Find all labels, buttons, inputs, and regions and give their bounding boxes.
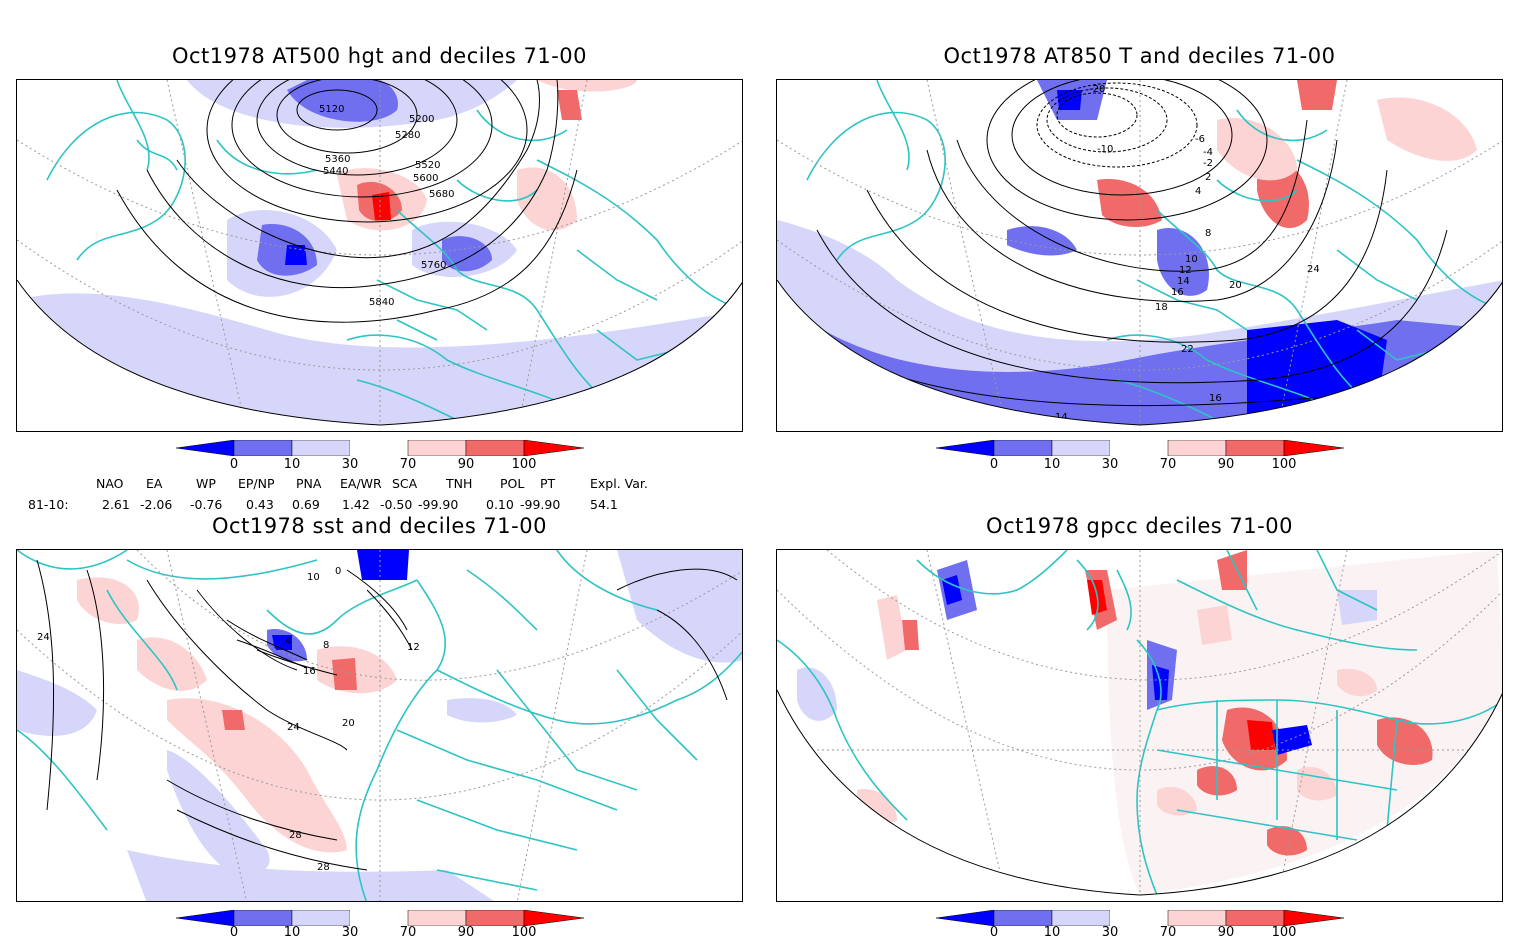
colorbar-tick: 70 bbox=[1159, 925, 1177, 940]
contour-label: 24 bbox=[37, 632, 50, 643]
contour-label: 5360 bbox=[325, 154, 350, 165]
contour-label: -2 bbox=[1203, 158, 1213, 169]
contour-label: 12 bbox=[1179, 265, 1192, 276]
contour-label: 20 bbox=[1229, 280, 1242, 291]
index-header: WP bbox=[196, 476, 216, 491]
contour-label: 0 bbox=[335, 566, 341, 577]
contour-label: 14 bbox=[1177, 276, 1190, 287]
contour-label: -4 bbox=[1203, 147, 1213, 158]
contour-label: 24 bbox=[1307, 264, 1320, 275]
colorbar-tick: 30 bbox=[1101, 457, 1119, 472]
contour-label: 20 bbox=[342, 718, 355, 729]
map-gpcc bbox=[776, 549, 1503, 902]
panel-title-hgt: Oct1978 AT500 hgt and deciles 71-00 bbox=[171, 44, 587, 68]
contour-label: 5520 bbox=[415, 160, 440, 171]
contour-label: 4 bbox=[285, 636, 291, 647]
index-header: POL bbox=[500, 476, 525, 491]
colorbar-top-left: 0 10 30 70 90 100 bbox=[176, 440, 586, 480]
colorbar-tick: 70 bbox=[399, 925, 417, 940]
colorbar-tick: 90 bbox=[457, 457, 475, 472]
index-value: 54.1 bbox=[590, 497, 618, 512]
index-header: EA bbox=[146, 476, 163, 491]
colorbar-tick: 0 bbox=[989, 457, 999, 472]
colorbar-tick: 100 bbox=[1271, 457, 1297, 472]
contour-label: 22 bbox=[1181, 344, 1194, 355]
colorbar-tick: 10 bbox=[283, 925, 301, 940]
contour-label: 5120 bbox=[319, 104, 344, 115]
colorbar-tick: 10 bbox=[1043, 457, 1061, 472]
contour-label: 5200 bbox=[409, 114, 434, 125]
index-value: -0.50 bbox=[380, 497, 413, 512]
contour-label: 5680 bbox=[429, 189, 454, 200]
contour-label: 2 bbox=[1205, 172, 1211, 183]
index-value: 0.69 bbox=[292, 497, 320, 512]
contour-label: 8 bbox=[1205, 228, 1211, 239]
index-header: SCA bbox=[392, 476, 418, 491]
index-value: -99.90 bbox=[520, 497, 561, 512]
map-t850: -20 -10 -6 -4 -2 2 4 8 10 12 14 16 18 20… bbox=[776, 79, 1503, 432]
index-header: NAO bbox=[96, 476, 124, 491]
contour-label: 5280 bbox=[395, 130, 420, 141]
colorbar-tick: 90 bbox=[457, 925, 475, 940]
index-value: -2.06 bbox=[140, 497, 173, 512]
contour-label: 18 bbox=[1155, 302, 1168, 313]
colorbar-tick: 70 bbox=[399, 457, 417, 472]
contour-label: 8 bbox=[323, 640, 329, 651]
colorbar-tick: 30 bbox=[341, 925, 359, 940]
contour-label: 16 bbox=[303, 666, 316, 677]
contour-label: -20 bbox=[1089, 84, 1105, 95]
colorbar-tick: 70 bbox=[1159, 457, 1177, 472]
colorbar-tick: 10 bbox=[283, 457, 301, 472]
colorbar-top-right: 0 10 30 70 90 100 bbox=[936, 440, 1346, 480]
index-value: -0.76 bbox=[190, 497, 223, 512]
index-header: PNA bbox=[296, 476, 322, 491]
teleconnection-index-table: NAO EA WP EP/NP PNA EA/WR SCA TNH POL PT… bbox=[0, 472, 740, 516]
colorbar-tick: 90 bbox=[1217, 925, 1235, 940]
index-value: 2.61 bbox=[102, 497, 130, 512]
contour-label: 10 bbox=[307, 572, 320, 583]
contour-label: 4 bbox=[1195, 186, 1201, 197]
colorbar-tick: 90 bbox=[1217, 457, 1235, 472]
colorbar-tick: 30 bbox=[341, 457, 359, 472]
map-sst: 0 4 8 10 12 16 20 24 28 28 24 bbox=[16, 549, 743, 902]
contour-label: 5760 bbox=[421, 260, 446, 271]
panel-title-t850: Oct1978 AT850 T and deciles 71-00 bbox=[943, 44, 1336, 68]
colorbar-tick: 10 bbox=[1043, 925, 1061, 940]
index-header: PT bbox=[540, 476, 556, 491]
colorbar-tick: 0 bbox=[989, 925, 999, 940]
contour-label: 28 bbox=[289, 830, 302, 841]
contour-label: 28 bbox=[317, 862, 330, 873]
colorbar-tick: 100 bbox=[1271, 925, 1297, 940]
map-hgt: 5120 5200 5280 5360 5440 5520 5600 5680 … bbox=[16, 79, 743, 432]
colorbar-tick: 0 bbox=[229, 457, 239, 472]
colorbar-tick: 100 bbox=[511, 457, 537, 472]
contour-label: 5440 bbox=[323, 166, 348, 177]
colorbar-bottom-right: 0 10 30 70 90 100 bbox=[936, 910, 1346, 950]
index-value: -99.90 bbox=[418, 497, 459, 512]
contour-label: 16 bbox=[1171, 287, 1184, 298]
index-header: EA/WR bbox=[340, 476, 382, 491]
contour-label: -10 bbox=[1097, 144, 1113, 155]
colorbar-tick: 30 bbox=[1101, 925, 1119, 940]
index-row-label: 81-10: bbox=[28, 497, 69, 512]
colorbar-tick: 100 bbox=[511, 925, 537, 940]
contour-label: 16 bbox=[1209, 393, 1222, 404]
contour-label: 24 bbox=[287, 722, 300, 733]
contour-label: 12 bbox=[407, 642, 420, 653]
panel-title-sst: Oct1978 sst and deciles 71-00 bbox=[212, 514, 547, 538]
index-header: TNH bbox=[446, 476, 473, 491]
contour-label: 5840 bbox=[369, 297, 394, 308]
index-value: 1.42 bbox=[342, 497, 370, 512]
contour-label: -6 bbox=[1195, 134, 1205, 145]
colorbar-bottom-left: 0 10 30 70 90 100 bbox=[176, 910, 586, 950]
colorbar-tick: 0 bbox=[229, 925, 239, 940]
panel-title-gpcc: Oct1978 gpcc deciles 71-00 bbox=[986, 514, 1293, 538]
index-header: Expl. Var. bbox=[590, 476, 648, 491]
index-value: 0.10 bbox=[486, 497, 514, 512]
contour-label: 5600 bbox=[413, 173, 438, 184]
index-value: 0.43 bbox=[246, 497, 274, 512]
contour-label: 10 bbox=[1185, 254, 1198, 265]
index-header: EP/NP bbox=[238, 476, 275, 491]
